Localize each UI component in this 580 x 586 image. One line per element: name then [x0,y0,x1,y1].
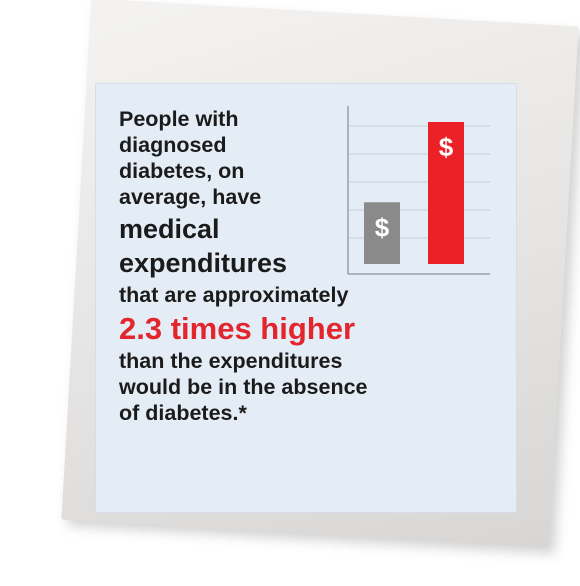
highlight-text: 2.3 times higher [119,311,356,346]
bar-without-diabetes [364,202,400,264]
text-line-3: diabetes, on [119,159,245,183]
text-line-9: than the expenditures [119,349,343,373]
text-line-10: would be in the absence [119,375,368,399]
text-line-5: medical [119,214,220,244]
text-line-2: diagnosed [119,133,227,157]
text-line-11: of diabetes.* [119,401,247,425]
text-line-6: expenditures [119,248,288,278]
bars-group: $$ [364,122,464,264]
info-text: People with diagnosed diabetes, on avera… [119,106,479,426]
dollar-sign-label: $ [439,132,454,162]
text-line-1: People with [119,107,239,131]
dollar-sign-label: $ [375,212,390,242]
text-line-4: average, have [119,185,262,209]
bar-with-diabetes [428,122,464,264]
text-line-7: that are approximately [119,283,349,307]
expenditure-chart: $$ [347,106,490,275]
